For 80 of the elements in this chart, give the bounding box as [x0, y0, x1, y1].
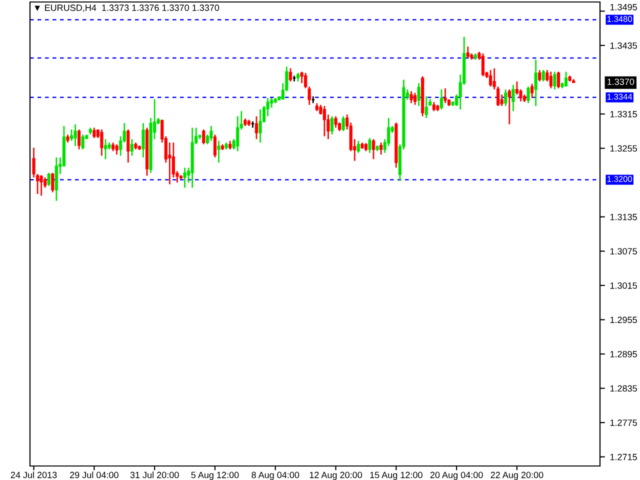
candlestick: [47, 172, 50, 187]
candlestick: [217, 140, 220, 164]
candlestick: [424, 96, 428, 119]
candlestick: [342, 116, 345, 132]
candlestick: [553, 71, 556, 90]
y-tick-label: 1.3015: [610, 282, 637, 289]
ref-line-label: 1.3200: [607, 176, 632, 182]
x-tick-label: 29 Jul 04:00: [70, 472, 118, 478]
candlestick: [330, 116, 334, 136]
candlestick: [508, 88, 511, 125]
candlestick: [356, 140, 360, 154]
candlestick: [372, 138, 376, 160]
y-tick-label: 1.3075: [610, 248, 637, 255]
x-tick-label: 15 Aug 12:00: [370, 472, 422, 480]
x-tick-label: 20 Aug 04:00: [430, 472, 483, 480]
candlestick: [410, 90, 413, 104]
candlestick: [512, 84, 515, 112]
candlestick: [288, 68, 292, 82]
x-tick-label: 8 Aug 04:00: [252, 472, 300, 480]
y-tick-label: 1.2715: [610, 454, 637, 460]
candlestick: [40, 174, 43, 196]
candlestick: [334, 116, 338, 128]
candlestick: [466, 46, 470, 59]
x-tick-label: 22 Aug 20:00: [490, 472, 544, 480]
candlestick: [549, 71, 552, 89]
candlestick: [74, 124, 77, 147]
candlestick: [488, 69, 492, 88]
candlestick: [258, 108, 262, 144]
x-tick-label: 24 Jul 2013: [10, 472, 57, 478]
candlestick: [556, 71, 560, 89]
candlestick: [210, 125, 213, 142]
candlestick: [70, 128, 74, 142]
x-tick-label: 5 Aug 12:00: [191, 472, 239, 480]
candlestick: [78, 128, 81, 150]
candlestick: [564, 71, 568, 88]
chart-title: ▼ EURUSD,H4 1.3373 1.3376 1.3370 1.3370: [34, 4, 220, 12]
candlestick: [526, 86, 530, 104]
y-tick-label: 1.2835: [610, 385, 637, 392]
candlestick: [432, 101, 436, 112]
ref-line-label: 1.3480: [607, 16, 632, 22]
candlestick: [213, 134, 217, 158]
candlestick: [183, 167, 186, 188]
candlestick: [380, 142, 383, 156]
candlestick: [100, 128, 104, 156]
candlestick: [51, 172, 54, 193]
y-tick-label: 1.2895: [610, 350, 637, 358]
y-tick-label: 1.2775: [610, 420, 637, 426]
candlestick: [481, 52, 485, 77]
candlestick: [54, 156, 58, 202]
candlestick: [440, 88, 444, 110]
text: 1.3370: [608, 78, 634, 85]
candlestick: [81, 134, 84, 150]
candlestick: [142, 122, 145, 158]
candlestick: [413, 92, 417, 106]
ref-line-label: 1.3344: [607, 94, 632, 100]
candlestick: [542, 69, 545, 82]
candlestick: [530, 83, 534, 99]
y-tick-label: 1.3435: [610, 42, 637, 49]
candlestick: [130, 138, 134, 156]
candlestick: [126, 128, 130, 164]
candlestick: [322, 105, 326, 137]
candlestick: [168, 142, 172, 185]
candlestick: [254, 116, 258, 140]
candlestick: [538, 69, 542, 82]
x-tick-label: 31 Jul 20:00: [130, 472, 179, 478]
candlestick: [104, 138, 108, 160]
y-tick-label: 1.3135: [610, 214, 637, 220]
candlestick: [417, 82, 420, 107]
y-tick-label: 1.3255: [610, 145, 637, 152]
candlestick: [368, 137, 372, 154]
y-tick-label: 1.3495: [610, 4, 637, 10]
candlestick: [115, 144, 118, 156]
y-tick-label: 1.2955: [610, 316, 637, 324]
y-tick-label: 1.3315: [610, 110, 637, 118]
candlestick: [202, 128, 206, 145]
candlestick: [92, 127, 96, 139]
candlestick: [534, 59, 538, 107]
candlestick: [444, 88, 447, 104]
candlestick: [504, 88, 508, 107]
x-tick-label: 12 Aug 20:00: [310, 472, 362, 480]
